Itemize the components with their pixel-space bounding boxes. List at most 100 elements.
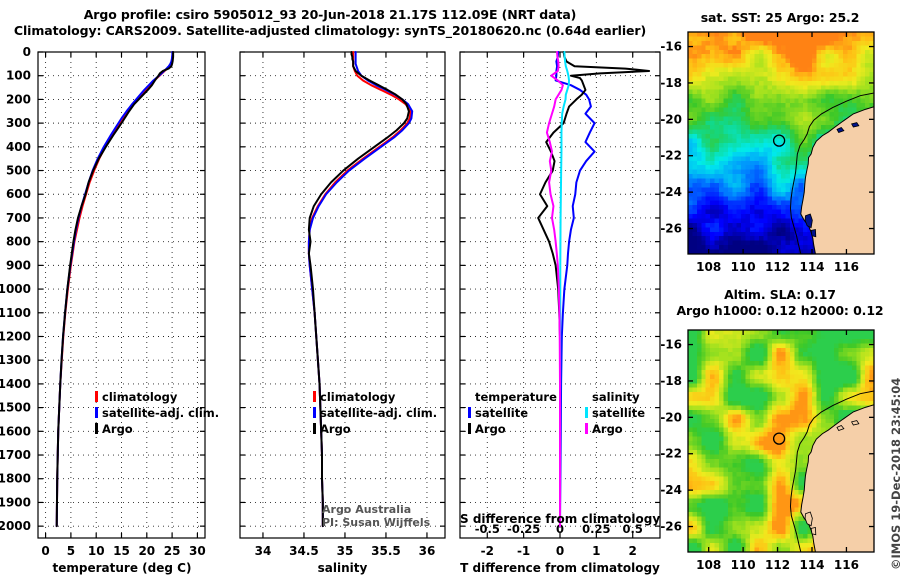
map-cell [741, 200, 747, 206]
map-cell [869, 387, 874, 393]
map-cell [865, 338, 871, 344]
map-cell [758, 516, 764, 522]
map-cell [710, 138, 716, 144]
map-cell [834, 330, 840, 336]
map-cell [696, 151, 702, 157]
map-cell [741, 125, 747, 131]
map-cell [781, 454, 787, 460]
map-cell [834, 71, 840, 77]
map-cell [781, 343, 787, 349]
map-cell [758, 196, 764, 202]
map-cell [688, 49, 694, 55]
map-cell [856, 85, 862, 91]
map-cell [750, 485, 756, 491]
map-cell [785, 356, 791, 362]
map-cell [714, 71, 720, 77]
map-cell [714, 165, 720, 171]
map-cell [767, 538, 773, 544]
map-cell [860, 49, 866, 55]
map-cell [772, 418, 778, 424]
map-cell [688, 449, 694, 455]
map-cell [705, 369, 711, 375]
map-cell [789, 71, 795, 77]
map-cell [785, 116, 791, 122]
legend-difference-temperature: temperature satellite Argo [468, 390, 557, 436]
map-cell [732, 45, 738, 51]
map-cell [812, 111, 818, 117]
map-cell [789, 543, 795, 549]
map-cell [719, 205, 725, 211]
map-cell [723, 147, 729, 153]
map-cell [754, 343, 760, 349]
map-cell [688, 98, 694, 104]
map-cell [696, 436, 702, 442]
map-cell [767, 71, 773, 77]
map-cell [758, 49, 764, 55]
map-cell [772, 538, 778, 544]
map-cell [710, 387, 716, 393]
map-cell [860, 80, 866, 86]
map-cell [741, 449, 747, 455]
map-cell [856, 40, 862, 46]
map-cell [758, 529, 764, 535]
map-cell [763, 191, 769, 197]
map-cell [789, 343, 795, 349]
map-cell [781, 423, 787, 429]
map-cell [714, 449, 720, 455]
map-yaxis-tick-label: -16 [660, 338, 682, 352]
map-cell [820, 94, 826, 100]
map-cell [732, 520, 738, 526]
map-cell [781, 494, 787, 500]
map-cell [781, 58, 787, 64]
map-cell [719, 494, 725, 500]
map-cell [798, 392, 804, 398]
map-cell [789, 36, 795, 42]
map-cell [776, 436, 782, 442]
map-cell [851, 107, 857, 113]
map-cell [688, 476, 694, 482]
map-cell [692, 125, 698, 131]
map-cell [856, 365, 862, 371]
map-cell [710, 458, 716, 464]
map-cell [785, 85, 791, 91]
map-cell [869, 103, 874, 109]
map-cell [710, 494, 716, 500]
map-cell [772, 54, 778, 60]
map-cell [701, 187, 707, 193]
map-cell [696, 374, 702, 380]
map-cell [812, 401, 818, 407]
map-cell [807, 365, 813, 371]
map-cell [714, 40, 720, 46]
map-cell [705, 240, 711, 246]
map-cell [847, 107, 853, 113]
map-cell [745, 534, 751, 540]
map-cell [714, 49, 720, 55]
map-cell [843, 107, 849, 113]
map-cell [701, 169, 707, 175]
map-cell [732, 36, 738, 42]
map-cell [869, 45, 874, 51]
map-cell [794, 472, 800, 478]
map-cell [798, 529, 804, 535]
map-cell [736, 147, 742, 153]
map-cell [705, 156, 711, 162]
map-cell [732, 330, 738, 336]
map-cell [798, 151, 804, 157]
map-cell [847, 36, 853, 42]
map-cell [705, 405, 711, 411]
map-cell [719, 196, 725, 202]
map-cell [696, 472, 702, 478]
map-cell [705, 480, 711, 486]
map-cell [803, 227, 809, 233]
map-cell [758, 227, 764, 233]
map-cell [785, 454, 791, 460]
map-cell [807, 414, 813, 420]
map-cell [705, 178, 711, 184]
map-cell [847, 387, 853, 393]
map-cell [701, 40, 707, 46]
map-cell [732, 85, 738, 91]
map-cell [820, 365, 826, 371]
map-cell [856, 396, 862, 402]
map-cell [705, 107, 711, 113]
map-cell [798, 156, 804, 162]
